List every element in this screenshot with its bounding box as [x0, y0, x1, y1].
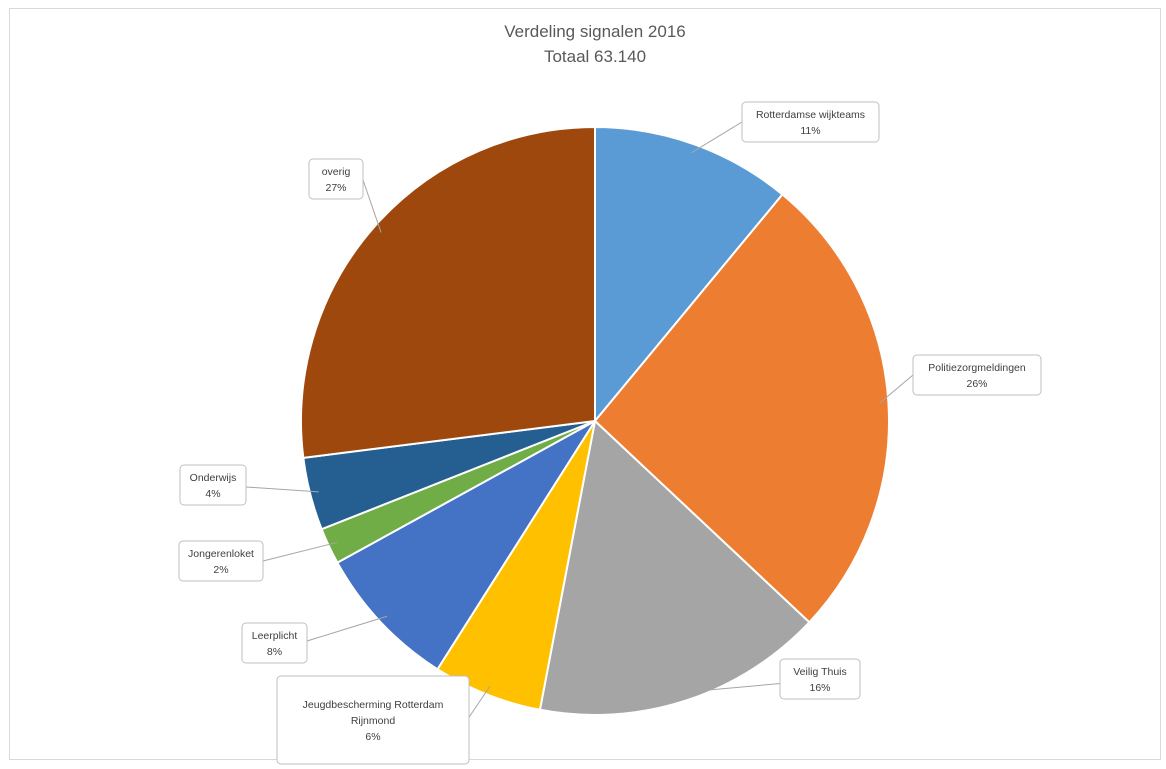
data-label-box	[912, 354, 1042, 396]
data-label-overig: overig 27%	[308, 158, 364, 200]
data-label-jongerenloket: Jongerenloket 2%	[178, 540, 264, 582]
data-label-name: Veilig Thuis	[793, 666, 847, 678]
data-label-politiezorgmeldingen: Politiezorgmeldingen 26%	[912, 354, 1042, 396]
data-label-box	[241, 622, 308, 664]
data-label-onderwijs: Onderwijs 4%	[179, 464, 247, 506]
leader-line-overig	[362, 179, 382, 233]
pie-slice-veilig-thuis	[538, 419, 811, 716]
data-label-name: Jongerenloket	[188, 548, 254, 560]
data-label-rotterdamse-wijkteams: Rotterdamse wijkteams 11%	[741, 101, 880, 143]
data-label-percent: 11%	[800, 125, 820, 137]
data-label-name: Rotterdamse wijkteams	[756, 109, 865, 121]
data-label-percent: 8%	[267, 646, 282, 658]
chart-subtitle: Totaal 63.140	[544, 47, 646, 66]
data-label-box	[308, 158, 364, 200]
data-label-percent: 16%	[809, 682, 830, 694]
data-label-percent: 4%	[205, 488, 220, 500]
data-label-name: Politiezorgmeldingen	[928, 362, 1026, 374]
data-label-box	[178, 540, 264, 582]
data-label-name: Leerplicht	[252, 630, 298, 642]
data-label-percent: 26%	[966, 378, 987, 390]
pie-slice-overig	[300, 125, 596, 459]
leader-line-leerplicht	[306, 615, 388, 642]
data-label-leerplicht: Leerplicht 8%	[241, 622, 308, 664]
pie-slice-politiezorgmeldingen	[593, 193, 890, 624]
leader-line-rotterdamse-wijkteams	[691, 121, 743, 154]
data-label-percent: 6%	[365, 731, 380, 743]
data-label-veilig-thuis: Veilig Thuis 16%	[779, 658, 861, 700]
leader-line-jongerenloket	[262, 541, 338, 562]
leader-line-politiezorgmeldingen	[879, 374, 914, 404]
data-label-name: overig	[322, 166, 351, 178]
data-labels: Rotterdamse wijkteams 11% Politiezorgmeldi…	[178, 101, 1042, 765]
data-label-jeugdbescherming-rotterdam-rijnmond: Jeugdbescherming Rotterdam Rijnmond 6%	[276, 675, 470, 765]
pie-slice-rotterdamse-wijkteams	[594, 125, 784, 424]
data-label-box	[741, 101, 880, 143]
data-label-percent: 27%	[325, 182, 346, 194]
data-label-box	[276, 675, 470, 765]
data-label-name: Jeugdbescherming Rotterdam Rijnmond	[303, 699, 444, 727]
data-label-percent: 2%	[213, 564, 228, 576]
data-label-name: Onderwijs	[190, 472, 237, 484]
chart-title: Verdeling signalen 2016	[504, 22, 685, 41]
pie-slice-leerplicht	[336, 420, 596, 671]
data-label-box	[179, 464, 247, 506]
pie-slices	[300, 125, 890, 716]
leader-line-onderwijs	[245, 486, 319, 493]
data-label-box	[779, 658, 861, 700]
